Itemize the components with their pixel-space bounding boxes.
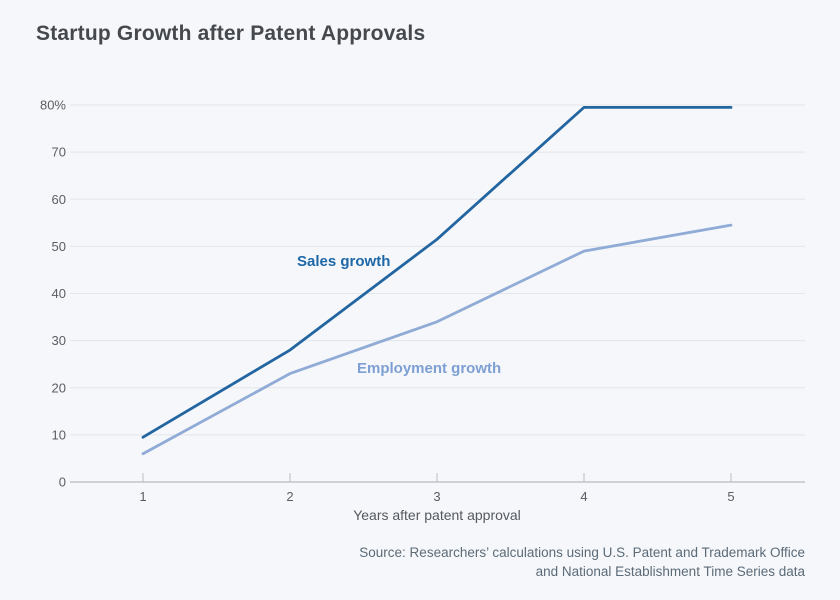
x-axis-title: Years after patent approval <box>353 507 521 523</box>
chart-title: Startup Growth after Patent Approvals <box>36 22 426 45</box>
x-tick-label: 1 <box>139 489 146 504</box>
y-tick-label: 0 <box>59 475 66 490</box>
employment-growth-line <box>141 223 733 456</box>
y-tick-label: 60 <box>52 192 66 207</box>
y-tick-label: 20 <box>52 380 66 395</box>
y-tick-label: 40 <box>52 286 66 301</box>
x-tick-label: 4 <box>580 489 587 504</box>
source-line-2: and National Establishment Time Series d… <box>535 564 805 579</box>
x-tick-label: 2 <box>286 489 293 504</box>
x-tick-label: 5 <box>727 489 734 504</box>
source-line-1: Source: Researchers’ calculations using … <box>359 545 805 560</box>
y-tick-label: 70 <box>52 145 66 160</box>
series-label-sales-growth: Sales growth <box>297 253 391 270</box>
sales-growth-line <box>141 105 733 439</box>
y-tick-label: 80% <box>40 98 66 113</box>
y-tick-label: 30 <box>52 333 66 348</box>
source-note: Source: Researchers’ calculations using … <box>359 543 805 581</box>
y-tick-label: 50 <box>52 239 66 254</box>
y-tick-label: 10 <box>52 427 66 442</box>
x-tick-label: 3 <box>433 489 440 504</box>
series-label-employment-growth: Employment growth <box>357 360 502 377</box>
